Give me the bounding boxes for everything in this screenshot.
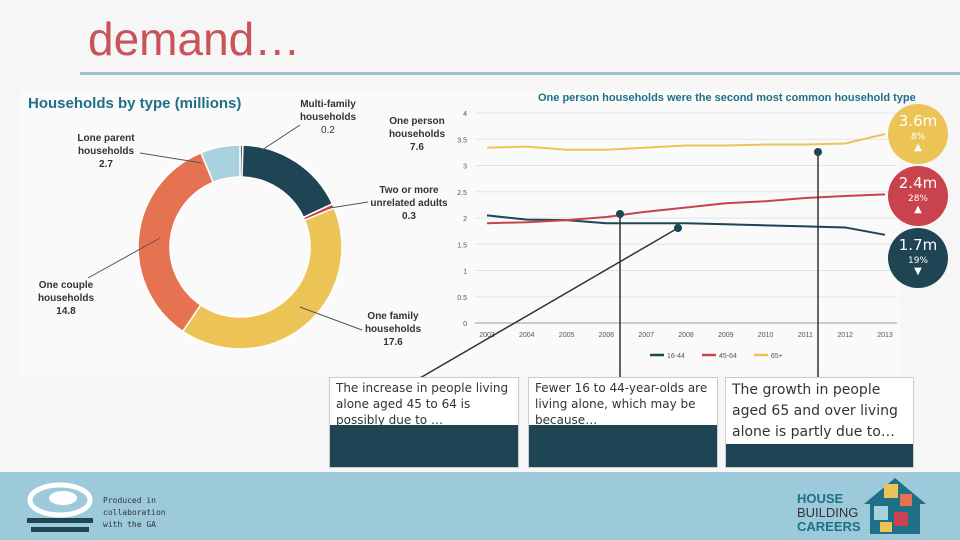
legend-label: 16-44 <box>667 353 685 360</box>
y-tick-label: 0 <box>463 321 467 328</box>
legend-label: 65+ <box>771 353 783 360</box>
donut-slice-3 <box>181 206 343 350</box>
donut-slice-4 <box>137 151 215 333</box>
brand-line-1: HOUSE <box>797 491 844 506</box>
brand-wordmark: HOUSE BUILDING CAREERS <box>797 492 861 534</box>
brand-line-3: CAREERS <box>797 519 861 534</box>
x-tick-label: 2010 <box>758 332 774 339</box>
donut-chart <box>137 144 343 350</box>
question-text: Fewer 16 to 44-year-olds are living alon… <box>529 378 717 425</box>
brand-line-2: BUILDING <box>797 505 859 520</box>
footer-bar <box>0 472 960 540</box>
x-tick-label: 2004 <box>519 332 535 339</box>
slide-title: demand… <box>88 13 301 65</box>
x-tick-label: 2012 <box>837 332 853 339</box>
x-tick-label: 2011 <box>798 332 813 339</box>
line-chart-title: One person households were the second mo… <box>538 92 916 104</box>
x-tick-label: 2007 <box>638 332 654 339</box>
title-divider <box>80 72 960 75</box>
pie-label-multi-family: Multi-family households 0.2 <box>299 99 357 136</box>
series-line-65+ <box>486 133 886 151</box>
partner-logo <box>27 482 93 532</box>
produced-by-text: Produced in collaboration with the GA <box>103 496 166 529</box>
pie-label-one-couple: One couple households 14.8 <box>37 280 95 317</box>
y-tick-label: 0.5 <box>457 295 467 302</box>
question-box-45-64[interactable]: The increase in people living alone aged… <box>329 377 519 468</box>
badge-65-plus: 3.6m 8% ▲ <box>888 104 948 164</box>
y-tick-label: 3 <box>463 164 467 171</box>
x-tick-label: 2013 <box>877 332 893 339</box>
x-tick-label: 2009 <box>718 332 734 339</box>
x-tick-label: 2006 <box>599 332 615 339</box>
x-tick-label: 2005 <box>559 332 575 339</box>
pie-label-unrelated-adults: Two or more unrelated adults 0.3 <box>370 185 448 222</box>
question-box-65-plus[interactable]: The growth in people aged 65 and over li… <box>725 377 914 468</box>
x-tick-label: 2008 <box>678 332 694 339</box>
y-tick-label: 2 <box>463 216 467 223</box>
badge-45-64: 2.4m 28% ▲ <box>888 166 948 226</box>
y-tick-label: 2.5 <box>457 190 467 197</box>
x-tick-label: 2003 <box>479 332 495 339</box>
legend-label: 45-64 <box>719 353 737 360</box>
pie-chart-title: Households by type (millions) <box>28 95 242 112</box>
question-box-16-44[interactable]: Fewer 16 to 44-year-olds are living alon… <box>528 377 718 468</box>
pie-label-lone-parent: Lone parent households 2.7 <box>77 133 135 170</box>
question-text: The growth in people aged 65 and over li… <box>726 378 913 444</box>
pie-label-one-family: One family households 17.6 <box>364 311 422 348</box>
y-tick-label: 1 <box>463 269 467 276</box>
y-tick-label: 4 <box>463 111 467 118</box>
badge-16-44: 1.7m 19% ▼ <box>888 228 948 288</box>
donut-slice-5 <box>199 144 241 184</box>
y-tick-label: 1.5 <box>457 242 467 249</box>
question-text: The increase in people living alone aged… <box>330 378 518 425</box>
house-logo <box>864 478 926 534</box>
y-tick-label: 3.5 <box>457 137 467 144</box>
pie-label-one-person: One person households 7.6 <box>388 116 446 153</box>
